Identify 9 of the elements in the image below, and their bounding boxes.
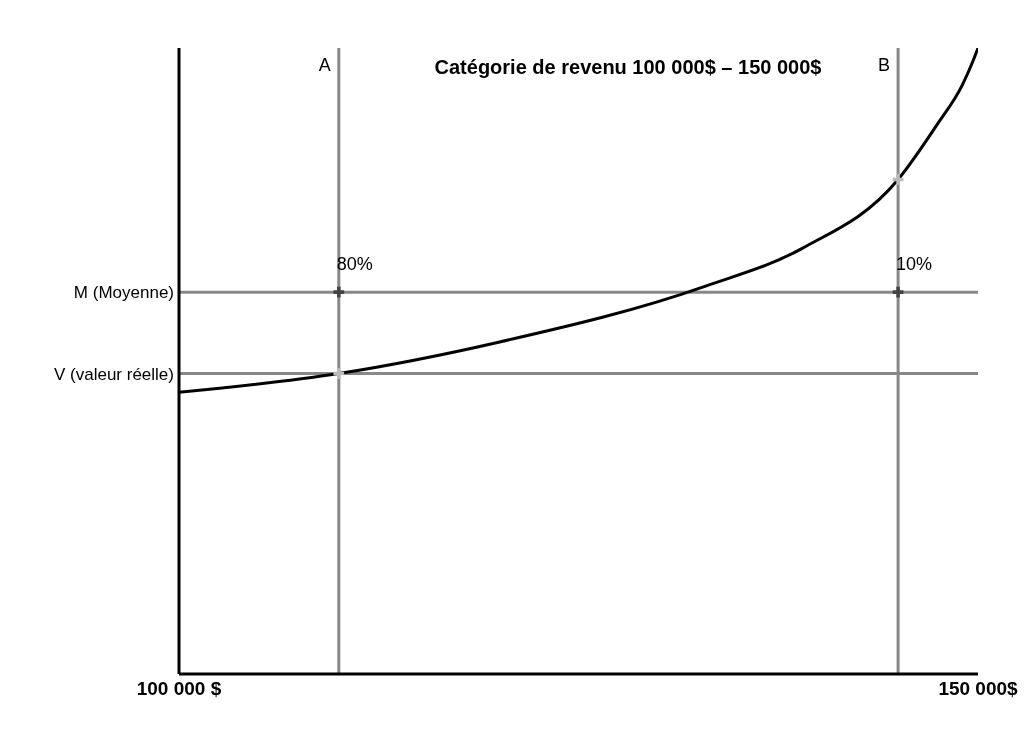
ref-line-label: M (Moyenne) [73,283,174,303]
annotation: 80% [336,254,373,275]
ref-line-label: V (valeur réelle) [54,364,174,384]
ref-line-label: B [878,54,891,75]
x-tick-label: 150 000$ [938,678,1019,700]
x-tick-label: 100 000 $ [136,678,222,700]
annotation: 10% [896,254,933,275]
ref-line-label: A [318,54,331,75]
chart-title: Catégorie de revenu 100 000$ – 150 000$ [433,56,823,79]
